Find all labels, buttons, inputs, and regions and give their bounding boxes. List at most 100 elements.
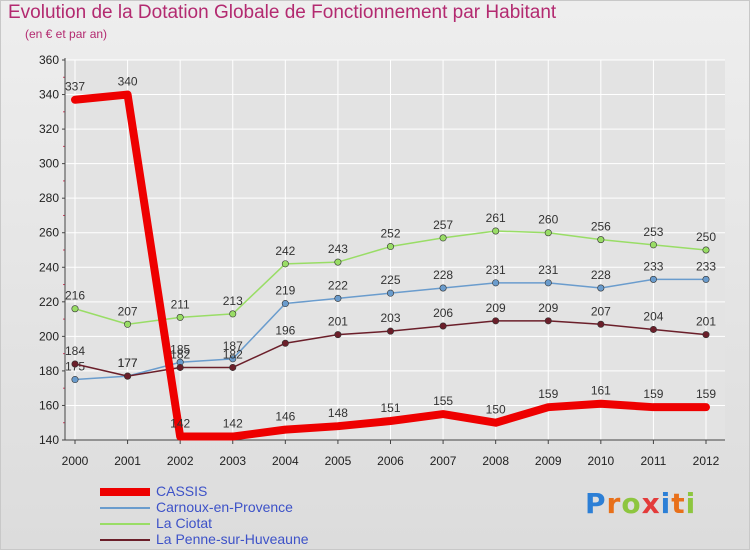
plot-area: [65, 60, 725, 440]
data-label-carnoux-en-provence: 231: [538, 263, 558, 277]
data-label-cassis: 340: [118, 75, 138, 89]
data-label-la-penne-sur-huveaune: 204: [643, 309, 663, 323]
data-point-la-penne-sur-huveaune: [124, 372, 132, 380]
x-tick-label: 2007: [430, 454, 457, 468]
data-label-la-penne-sur-huveaune: 206: [433, 306, 453, 320]
data-point-carnoux-en-provence: [386, 289, 394, 297]
data-label-la-penne-sur-huveaune: 196: [275, 323, 295, 337]
data-label-la-penne-sur-huveaune: 209: [486, 301, 506, 315]
proxiti-logo: Proxiti: [585, 487, 697, 520]
data-label-cassis: 142: [170, 417, 190, 431]
data-label-la-ciotat: 260: [538, 213, 558, 227]
y-tick-label: 340: [39, 88, 59, 102]
data-point-la-ciotat: [229, 310, 237, 318]
legend-label-carnoux: Carnoux-en-Provence: [156, 499, 293, 515]
data-point-la-penne-sur-huveaune: [176, 363, 184, 371]
data-point-la-ciotat: [71, 305, 79, 313]
y-tick-label: 240: [39, 260, 59, 274]
y-tick-label: 220: [39, 295, 59, 309]
legend-item-cassis[interactable]: CASSIS: [100, 483, 360, 500]
x-tick-label: 2005: [325, 454, 352, 468]
data-point-la-ciotat: [334, 258, 342, 266]
chart-subtitle: (en € et par an): [25, 27, 108, 41]
data-point-la-ciotat: [439, 234, 447, 242]
data-label-la-ciotat: 211: [171, 297, 190, 311]
y-tick-label: 180: [39, 364, 59, 378]
legend-label-cassis: CASSIS: [156, 483, 208, 499]
data-point-la-ciotat: [386, 243, 394, 251]
x-tick-label: 2004: [272, 454, 299, 468]
x-tick-label: 2012: [693, 454, 720, 468]
data-label-carnoux-en-provence: 177: [118, 356, 138, 370]
legend-swatch-la-ciotat: [100, 523, 150, 525]
data-point-carnoux-en-provence: [544, 279, 552, 287]
data-point-carnoux-en-provence: [597, 284, 605, 292]
y-tick-label: 360: [39, 53, 59, 67]
data-label-la-penne-sur-huveaune: 201: [696, 315, 716, 329]
data-point-la-ciotat: [124, 320, 132, 328]
x-tick-label: 2006: [377, 454, 404, 468]
series-line-cassis: [71, 90, 710, 441]
data-point-la-penne-sur-huveaune: [71, 360, 79, 368]
data-label-carnoux-en-provence: 233: [643, 259, 663, 273]
data-point-la-ciotat: [281, 260, 289, 268]
data-label-cassis: 142: [223, 417, 243, 431]
x-tick-label: 2003: [219, 454, 246, 468]
data-label-la-penne-sur-huveaune: 203: [380, 311, 400, 325]
data-point-la-ciotat: [176, 313, 184, 321]
data-label-carnoux-en-provence: 231: [486, 263, 506, 277]
data-label-la-ciotat: 213: [223, 294, 243, 308]
data-point-la-ciotat: [649, 241, 657, 249]
data-point-carnoux-en-provence: [439, 284, 447, 292]
chart-title: Evolution de la Dotation Globale de Fonc…: [8, 2, 557, 23]
y-tick-label: 260: [39, 226, 59, 240]
x-tick-label: 2010: [587, 454, 614, 468]
data-point-la-penne-sur-huveaune: [597, 320, 605, 328]
data-point-carnoux-en-provence: [71, 376, 79, 384]
data-label-la-penne-sur-huveaune: 207: [591, 304, 611, 318]
data-label-la-penne-sur-huveaune: 182: [170, 347, 190, 361]
legend-item-la-ciotat[interactable]: La Ciotat: [100, 515, 360, 532]
data-point-carnoux-en-provence: [281, 300, 289, 308]
data-point-la-ciotat: [492, 227, 500, 235]
y-tick-label: 140: [39, 433, 59, 447]
data-label-carnoux-en-provence: 185: [170, 342, 190, 356]
data-point-la-penne-sur-huveaune: [492, 317, 500, 325]
data-label-cassis: 151: [380, 401, 400, 415]
data-label-la-penne-sur-huveaune: 209: [538, 301, 558, 315]
x-tick-label: 2011: [641, 454, 667, 468]
data-label-la-penne-sur-huveaune: 184: [65, 344, 85, 358]
legend-label-la-ciotat: La Ciotat: [156, 515, 213, 531]
data-label-la-ciotat: 250: [696, 230, 716, 244]
data-label-la-ciotat: 256: [591, 220, 611, 234]
data-point-la-penne-sur-huveaune: [544, 317, 552, 325]
legend-swatch-la-penne: [100, 539, 150, 541]
legend-item-la-penne[interactable]: La Penne-sur-Huveaune: [100, 531, 360, 548]
data-label-la-ciotat: 243: [328, 242, 348, 256]
data-label-cassis: 146: [275, 410, 295, 424]
data-point-carnoux-en-provence: [649, 275, 657, 283]
legend-swatch-cassis: [100, 488, 150, 496]
data-label-cassis: 155: [433, 394, 453, 408]
data-label-cassis: 148: [328, 406, 348, 420]
legend-item-carnoux[interactable]: Carnoux-en-Provence: [100, 499, 360, 516]
y-tick-label: 320: [39, 122, 59, 136]
data-label-carnoux-en-provence: 225: [380, 273, 400, 287]
data-label-cassis: 337: [65, 80, 85, 94]
data-label-carnoux-en-provence: 228: [433, 268, 453, 282]
data-point-carnoux-en-provence: [492, 279, 500, 287]
y-tick-label: 160: [39, 398, 59, 412]
legend-label-la-penne: La Penne-sur-Huveaune: [156, 531, 309, 547]
x-tick-label: 2000: [62, 454, 89, 468]
x-tick-label: 2008: [482, 454, 509, 468]
data-label-la-penne-sur-huveaune: 177: [118, 356, 138, 370]
data-label-cassis: 159: [538, 387, 558, 401]
data-label-la-ciotat: 216: [65, 289, 85, 303]
data-label-la-ciotat: 252: [380, 227, 400, 241]
y-tick-label: 280: [39, 191, 59, 205]
x-tick-label: 2002: [167, 454, 194, 468]
data-point-la-penne-sur-huveaune: [649, 325, 657, 333]
legend: CASSIS Carnoux-en-Provence La Ciotat La …: [100, 483, 360, 548]
data-label-la-ciotat: 257: [433, 218, 453, 232]
